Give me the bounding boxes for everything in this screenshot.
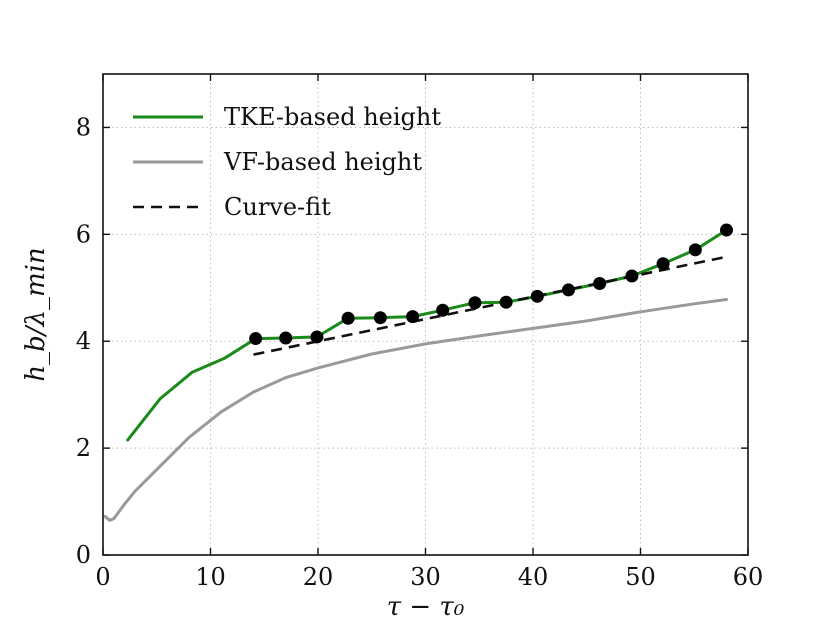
series-line-curve-fit — [253, 255, 727, 356]
y-tick-label: 4 — [76, 327, 91, 355]
data-point-marker — [468, 296, 482, 310]
data-point-marker — [656, 257, 670, 271]
series-line-vf-based-height — [103, 298, 728, 522]
y-tick-label: 2 — [76, 434, 91, 462]
data-point-marker — [341, 311, 355, 325]
data-point-marker — [499, 295, 513, 309]
data-point-marker — [249, 332, 263, 346]
x-tick-label: 40 — [518, 563, 549, 591]
legend-label: TKE-based height — [224, 103, 441, 131]
y-axis-label: h_b/λ_min — [21, 247, 51, 381]
data-point-marker — [561, 283, 575, 297]
y-tick-label: 8 — [76, 113, 91, 141]
x-tick-label: 10 — [195, 563, 226, 591]
data-point-marker — [310, 330, 324, 344]
y-tick-label: 6 — [76, 220, 91, 248]
x-axis-label: τ − τ₀ — [387, 592, 465, 622]
y-tick-label: 0 — [76, 541, 91, 569]
series-line-tke-based-height — [126, 228, 728, 442]
data-point-marker — [625, 269, 639, 283]
markers-layer — [249, 223, 733, 346]
data-point-marker — [688, 243, 702, 257]
legend-label: Curve-fit — [224, 193, 331, 221]
grid — [103, 74, 748, 555]
x-tick-label: 60 — [733, 563, 764, 591]
data-point-marker — [406, 310, 420, 324]
data-point-marker — [436, 303, 450, 317]
x-tick-label: 0 — [95, 563, 110, 591]
x-tick-label: 20 — [303, 563, 334, 591]
axis-ticks — [102, 74, 749, 556]
x-tick-label: 50 — [625, 563, 656, 591]
tick-labels: 0 10 20 30 40 50 60 0 2 4 6 8 — [76, 113, 764, 591]
data-point-marker — [279, 331, 293, 345]
legend: TKE-based height VF-based height Curve-fit — [133, 103, 441, 221]
x-tick-label: 30 — [410, 563, 441, 591]
data-point-marker — [530, 289, 544, 303]
data-point-marker — [373, 311, 387, 325]
data-point-marker — [593, 277, 607, 291]
legend-label: VF-based height — [223, 148, 422, 176]
data-point-marker — [720, 223, 733, 237]
